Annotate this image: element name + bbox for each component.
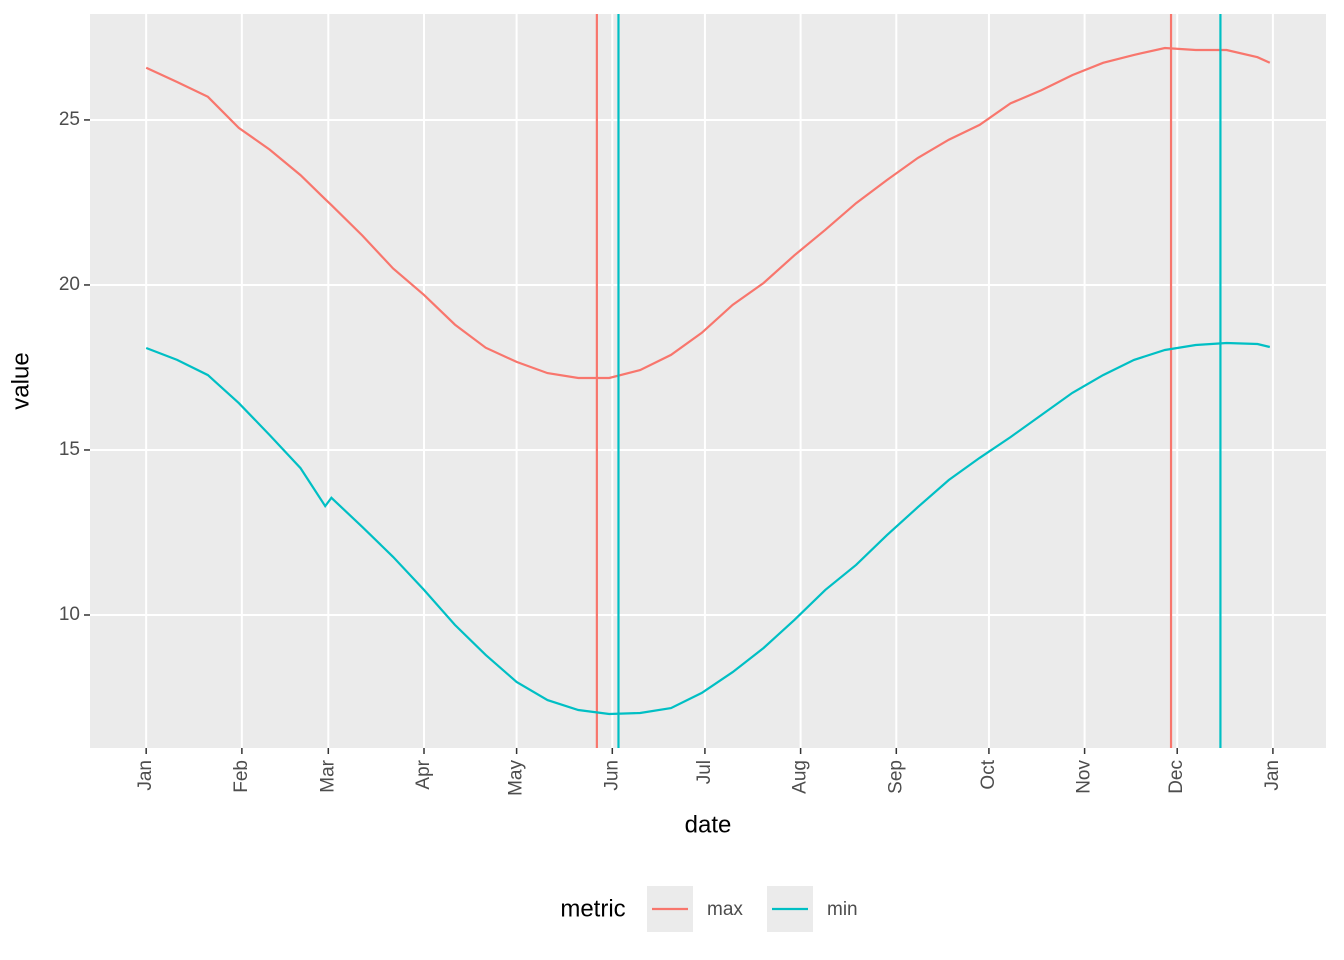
line [145, 341, 1271, 716]
y-tick-label: 20 [59, 274, 80, 295]
x-tick-label: Dec [1166, 760, 1187, 794]
x-tick-label: Mar [317, 759, 338, 792]
line [145, 46, 1271, 380]
x-tick-label: Aug [790, 760, 811, 794]
y-tick-label: 10 [59, 604, 80, 625]
x-tick-label: Jun [601, 760, 622, 791]
y-tick-label: 15 [59, 439, 80, 460]
legend-label: min [827, 899, 858, 920]
x-tick-label: Sep [885, 760, 906, 794]
panel [90, 14, 1326, 748]
legend-label: max [707, 899, 743, 920]
y-tick-label: 25 [59, 109, 80, 130]
x-axis-title: date [685, 811, 732, 838]
x-tick-label: Jul [694, 760, 715, 784]
y-axis-title: value [7, 352, 34, 409]
legend-title: metric [560, 895, 625, 922]
x-tick-label: Jan [135, 760, 156, 791]
x-tick-label: Feb [231, 760, 252, 793]
x-tick-label: Apr [413, 759, 434, 789]
x-tick-label: Nov [1074, 760, 1095, 794]
x-tick-label: May [506, 760, 527, 796]
x-tick-label: Oct [978, 759, 999, 789]
x-tick-label: Jan [1262, 760, 1283, 791]
